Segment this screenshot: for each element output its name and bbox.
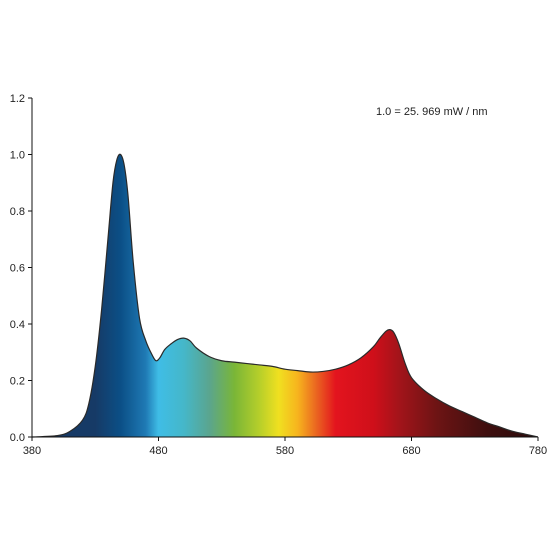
scale-annotation: 1.0 = 25. 969 mW / nm <box>376 106 488 118</box>
spectrum-area <box>32 154 538 437</box>
x-tick-label: 380 <box>23 445 41 457</box>
y-tick-label: 1.2 <box>10 93 25 105</box>
y-tick-label: 0.8 <box>10 206 25 218</box>
plot-area <box>31 153 539 438</box>
x-tick-label: 680 <box>402 445 420 457</box>
spectrum-outline <box>31 153 539 438</box>
y-tick-label: 0.4 <box>10 319 25 331</box>
y-tick-label: 0.2 <box>10 376 25 388</box>
x-tick-label: 580 <box>276 445 294 457</box>
x-tick-label: 780 <box>529 445 547 457</box>
tick-marks: 0.0 0.2 0.4 0.6 0.8 1.0 1.2 380 480 580 680 780 <box>10 93 547 457</box>
x-tick-label: 480 <box>149 445 167 457</box>
y-tick-label: 1.0 <box>10 150 25 162</box>
y-tick-label: 0.6 <box>10 263 25 275</box>
y-tick-label: 0.0 <box>10 432 25 444</box>
